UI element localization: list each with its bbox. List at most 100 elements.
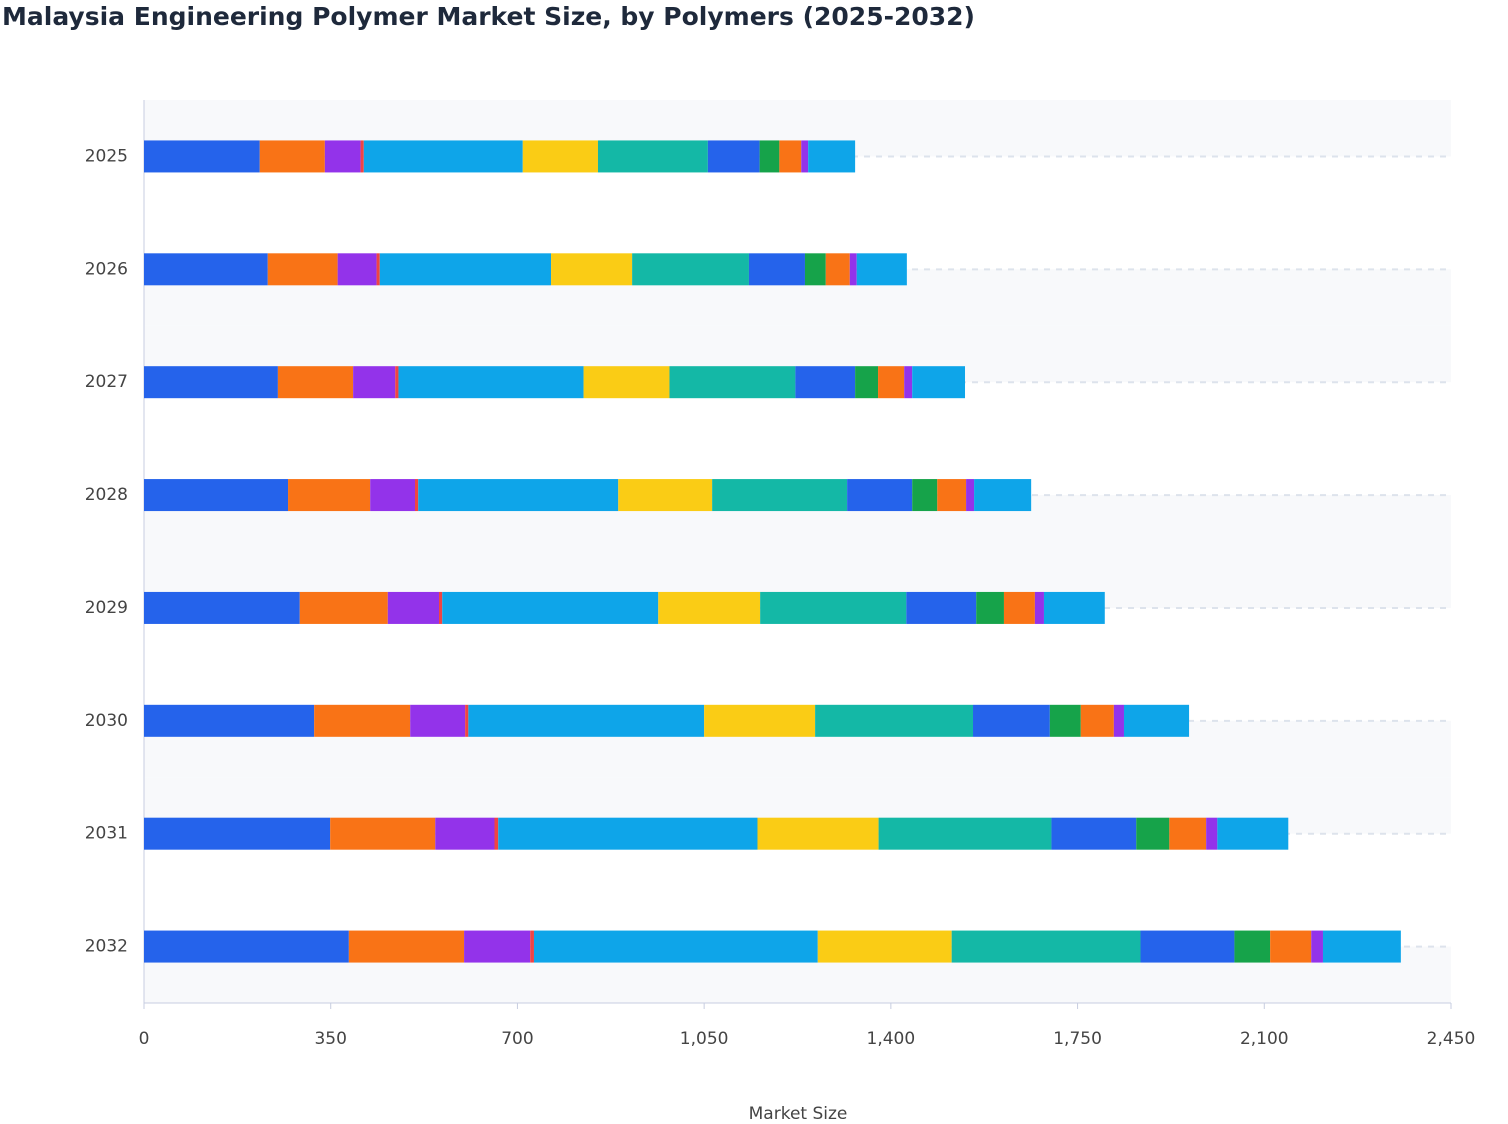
x-tick-label: 1,400 <box>867 1029 916 1049</box>
bar-segment <box>144 704 315 737</box>
bar-segment <box>712 479 848 512</box>
bar-segment <box>878 817 1052 850</box>
bar-segment <box>817 930 952 963</box>
bar-segment <box>825 253 850 286</box>
bar-segment <box>906 591 977 624</box>
bar-segment <box>748 253 805 286</box>
bar-segment <box>1080 704 1114 737</box>
bar-segment <box>856 253 907 286</box>
bar-segment <box>760 591 907 624</box>
bar-segment <box>363 140 523 173</box>
bar-segment <box>1217 817 1289 850</box>
bar-segment <box>410 704 466 737</box>
bar-segment <box>1043 591 1105 624</box>
x-tick-label: 2,450 <box>1427 1029 1476 1049</box>
bar-segment <box>348 930 465 963</box>
bar-segment <box>849 253 857 286</box>
bar-segment <box>1234 930 1271 963</box>
bar-segment <box>1169 817 1207 850</box>
bar-segment <box>277 366 354 399</box>
x-tick-label: 700 <box>501 1029 533 1049</box>
bar-segment <box>912 479 938 512</box>
bar-segment <box>1003 591 1035 624</box>
bar-segment <box>370 479 416 512</box>
y-tick-label: 2025 <box>85 146 128 166</box>
bar-segment <box>530 930 534 963</box>
bar-segment <box>144 817 331 850</box>
bar-segment <box>1311 930 1323 963</box>
bar-segment <box>288 479 371 512</box>
bar-segment <box>522 140 598 173</box>
y-tick-label: 2029 <box>85 598 128 618</box>
bar-segment <box>757 817 879 850</box>
bar-segment <box>801 140 809 173</box>
x-tick-label: 1,050 <box>680 1029 729 1049</box>
bar-segment <box>144 479 289 512</box>
bar-segment <box>804 253 826 286</box>
bar-segment <box>533 930 818 963</box>
bar-segment <box>976 591 1004 624</box>
y-tick-label: 2032 <box>85 937 128 957</box>
bar-segment <box>324 140 361 173</box>
bar-segment <box>144 140 260 173</box>
bar-segment <box>704 704 816 737</box>
bar-segment <box>395 366 399 399</box>
bar-segment <box>442 591 659 624</box>
bar-segment <box>779 140 802 173</box>
bar-segment <box>847 479 913 512</box>
bar-segment <box>1113 704 1124 737</box>
y-tick-label: 2030 <box>85 711 128 731</box>
bar-segment <box>144 366 278 399</box>
bar-segment <box>259 140 325 173</box>
bar-segment <box>353 366 396 399</box>
y-tick-label: 2028 <box>85 485 128 505</box>
bar-segment <box>597 140 708 173</box>
bar-segment <box>398 366 584 399</box>
bar-segment <box>494 817 499 850</box>
x-tick-label: 350 <box>314 1029 346 1049</box>
bar-segment <box>759 140 780 173</box>
bar-segment <box>1051 817 1137 850</box>
bar-segment <box>618 479 713 512</box>
chart-title: Malaysia Engineering Polymer Market Size… <box>2 2 975 31</box>
bar-segment <box>299 591 388 624</box>
bar-segment <box>1034 591 1044 624</box>
bar-segment <box>912 366 966 399</box>
bar-segment <box>418 479 619 512</box>
bar-segment <box>669 366 796 399</box>
bar-segment <box>951 930 1141 963</box>
bar-segment <box>337 253 377 286</box>
bar-segment <box>314 704 411 737</box>
x-tick-label: 0 <box>139 1029 150 1049</box>
bar-segment <box>376 253 380 286</box>
bar-segment <box>464 930 531 963</box>
bar-segment <box>855 366 879 399</box>
bar-segment <box>387 591 440 624</box>
bar-segment <box>583 366 670 399</box>
bar-segment <box>904 366 913 399</box>
bar-segment <box>878 366 905 399</box>
bar-segment <box>1049 704 1081 737</box>
y-tick-label: 2027 <box>85 372 128 392</box>
bar-segment <box>707 140 760 173</box>
bar-segment <box>267 253 338 286</box>
x-tick-label: 1,750 <box>1053 1029 1102 1049</box>
bar-segment <box>551 253 633 286</box>
bar-segment <box>1136 817 1170 850</box>
bar-segment <box>435 817 495 850</box>
bar-segment <box>498 817 758 850</box>
bar-segment <box>973 704 1050 737</box>
bar-segment <box>815 704 974 737</box>
bar-segment <box>937 479 967 512</box>
bar-segment <box>808 140 856 173</box>
bar-segment <box>795 366 856 399</box>
bar-segment <box>379 253 552 286</box>
x-tick-label: 2,100 <box>1240 1029 1289 1049</box>
bar-segment <box>1322 930 1401 963</box>
bar-segment <box>439 591 443 624</box>
bar-segment <box>966 479 975 512</box>
bar-segment <box>144 253 268 286</box>
y-tick-label: 2026 <box>85 259 128 279</box>
bar-segment <box>1270 930 1312 963</box>
